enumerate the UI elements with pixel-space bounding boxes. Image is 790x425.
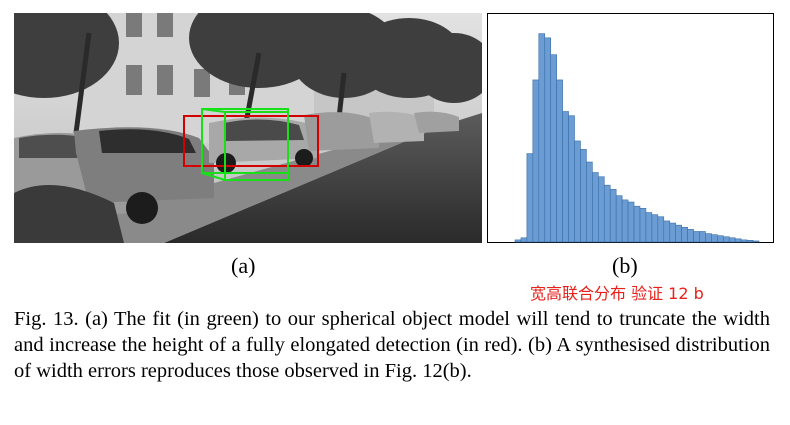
histogram-bar: [526, 153, 534, 243]
watermark-annotation: 宽高联合分布 验证 12 b: [530, 284, 704, 303]
histogram-bar: [603, 184, 611, 243]
histogram-bar: [681, 226, 688, 243]
histogram-bar: [645, 212, 653, 243]
histogram-bar: [663, 220, 671, 243]
histogram-bar: [598, 176, 605, 243]
width-error-histogram: [487, 13, 774, 243]
histogram-bar: [550, 54, 557, 243]
subfigure-label-b: (b): [612, 253, 638, 278]
histogram-bar: [562, 111, 569, 243]
histogram-bar: [722, 236, 730, 243]
histogram-bar: [544, 37, 552, 243]
histogram-bar: [615, 195, 623, 243]
histogram-bar: [734, 238, 742, 243]
histogram-bar: [669, 222, 676, 243]
subfigure-label-a: (a): [231, 253, 256, 278]
histogram-bar: [538, 33, 546, 243]
histogram-bar: [728, 237, 736, 243]
histogram-bar: [574, 140, 581, 243]
detection-box-red: [183, 115, 319, 167]
histogram-bar: [752, 240, 760, 243]
fit-box-green: [201, 108, 289, 181]
histogram-bar: [717, 235, 724, 243]
histogram-bar: [639, 208, 647, 243]
histogram-bar: [699, 231, 706, 243]
histogram-bar: [580, 149, 587, 243]
histogram-bar: [586, 161, 593, 243]
histogram-bar: [651, 214, 659, 243]
histogram-bar: [740, 239, 748, 243]
histogram-bar: [556, 79, 563, 243]
histogram-bar: [687, 229, 694, 243]
histogram-bar: [621, 199, 629, 243]
histogram-bar: [633, 205, 641, 243]
trees: [14, 13, 482, 103]
histogram-bar: [657, 216, 665, 243]
histogram-bar: [609, 189, 617, 243]
histogram-bar: [568, 115, 575, 243]
histogram-bar: [520, 237, 528, 243]
histogram-bar: [592, 172, 599, 243]
histogram-bar: [705, 233, 712, 243]
figure-caption: Fig. 13. (a) The fit (in green) to our s…: [14, 308, 770, 382]
road: [164, 113, 482, 243]
histogram-bar: [532, 79, 540, 243]
histogram-bar: [693, 231, 700, 243]
histogram-bar: [514, 239, 522, 243]
histogram-bar: [746, 240, 754, 243]
hedge: [14, 185, 124, 243]
histogram-bar: [627, 201, 635, 243]
histogram-bar: [711, 234, 718, 243]
street-scene-photo: [14, 13, 482, 243]
histogram-bar: [675, 224, 682, 243]
